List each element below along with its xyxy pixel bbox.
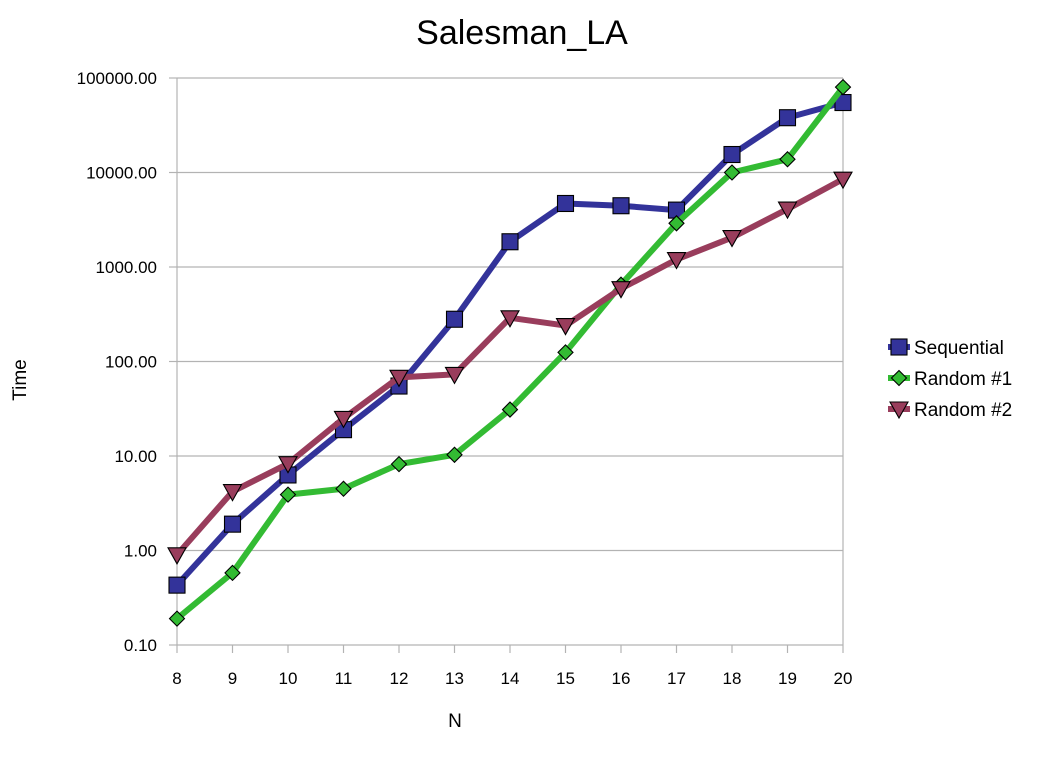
legend-item-random-1: Random #1: [888, 369, 1012, 390]
y-tick-label: 0.10: [124, 636, 157, 655]
legend-swatch-marker: [889, 401, 909, 420]
data-point: [335, 480, 352, 498]
data-point: [500, 310, 520, 328]
x-tick-label: 18: [723, 669, 742, 688]
data-point: [834, 78, 852, 96]
data-point: [222, 484, 243, 502]
data-point: [390, 455, 408, 473]
data-point: [389, 369, 409, 388]
y-tick-label: 10000.00: [86, 164, 157, 183]
x-tick-label: 14: [501, 669, 520, 688]
x-tick-label: 15: [556, 669, 575, 688]
series: [167, 78, 853, 627]
data-point: [611, 281, 631, 299]
data-point: [778, 109, 797, 127]
data-point: [557, 344, 574, 361]
series-random-1: [168, 78, 852, 627]
legend-label: Random #1: [914, 369, 1012, 390]
x-tick-label: 19: [778, 669, 797, 688]
x-tick-label: 10: [279, 669, 298, 688]
y-tick-label: 100000.00: [77, 69, 157, 88]
y-tick-label: 1.00: [124, 542, 157, 561]
data-point: [278, 456, 298, 474]
x-tick-label: 9: [228, 669, 237, 688]
data-point: [333, 410, 354, 429]
data-point: [779, 151, 796, 168]
x-tick-label: 11: [335, 669, 353, 688]
x-tick-label: 16: [612, 669, 631, 688]
data-point: [668, 215, 685, 232]
data-point: [279, 486, 297, 503]
chart-title: Salesman_LA: [416, 14, 628, 52]
data-point: [501, 233, 519, 251]
data-point: [168, 576, 186, 594]
data-point: [666, 251, 687, 270]
legend-label: Random #2: [914, 400, 1012, 421]
series-line: [174, 84, 846, 622]
x-tick-label: 8: [172, 669, 181, 688]
data-point: [777, 201, 798, 220]
legend-label: Sequential: [914, 338, 1004, 359]
data-point: [723, 164, 741, 181]
series-random-2: [167, 171, 853, 565]
data-point: [722, 229, 742, 248]
data-point: [168, 610, 186, 627]
data-point: [223, 515, 242, 533]
x-tick-label: 17: [667, 669, 686, 688]
data-point: [556, 194, 575, 213]
legend: Sequential Random #1 Random #2: [888, 338, 1012, 421]
x-axis-label: N: [448, 711, 462, 732]
x-tick-label: 20: [834, 669, 853, 688]
data-point: [555, 318, 576, 336]
x-tick-label: 12: [390, 669, 409, 688]
grid: [177, 77, 843, 646]
data-point: [224, 564, 241, 582]
legend-item-random-2: Random #2: [888, 400, 1012, 421]
y-tick-label: 10.00: [114, 447, 157, 466]
data-point: [833, 171, 853, 190]
data-point: [444, 366, 465, 385]
data-point: [612, 197, 630, 215]
data-point: [445, 310, 464, 328]
axes: 0.10 1.00 10.00 100.00 1000.00 10000.00 100000…: [77, 69, 853, 688]
y-tick-label: 1000.00: [96, 258, 157, 277]
legend-swatch-marker: [890, 338, 908, 356]
legend-swatch-marker: [890, 369, 908, 387]
legend-item-sequential: Sequential: [888, 338, 1004, 359]
data-point: [723, 145, 741, 164]
y-tick-label: 100.00: [105, 353, 157, 372]
data-point: [167, 547, 187, 565]
data-point: [501, 401, 519, 418]
y-axis-label: Time: [10, 359, 31, 401]
x-tick-label: 13: [445, 669, 464, 688]
data-point: [446, 446, 463, 464]
